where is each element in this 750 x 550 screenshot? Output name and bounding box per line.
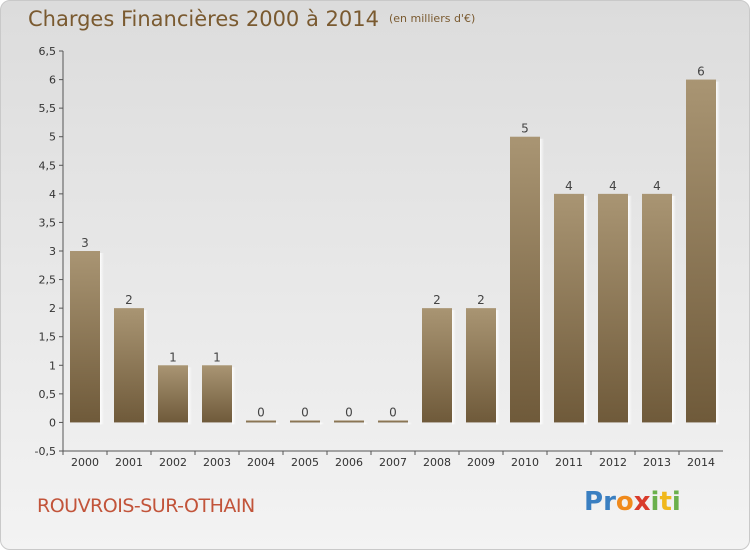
bar-shadow: [628, 195, 632, 425]
logo-letter: t: [659, 487, 672, 517]
y-tick-label: 1,5: [39, 331, 57, 344]
logo-letter: o: [615, 487, 634, 517]
logo-letter: P: [584, 487, 604, 517]
bar-shadow: [408, 422, 412, 425]
bar: [554, 193, 584, 423]
bar: [422, 308, 452, 423]
bar-shadow: [584, 195, 588, 425]
bar-shadow: [232, 367, 236, 425]
x-tick-label: 2002: [159, 456, 187, 469]
bar: [290, 420, 320, 423]
data-label: 4: [609, 179, 617, 193]
x-tick-label: 2000: [71, 456, 99, 469]
x-tick-label: 2003: [203, 456, 231, 469]
commune-name: ROUVROIS-SUR-OTHAIN: [37, 495, 255, 517]
logo-letter: r: [603, 487, 616, 517]
bar-shadow: [364, 422, 368, 425]
chart-bars: [70, 79, 720, 425]
y-tick-label: -0,5: [35, 445, 56, 458]
proxiti-logo[interactable]: Proxiti: [584, 487, 681, 517]
bar: [466, 308, 496, 423]
y-tick-label: 2: [49, 302, 56, 315]
data-label: 4: [653, 179, 661, 193]
data-label: 3: [81, 236, 89, 250]
data-label: 1: [169, 350, 177, 364]
data-label: 1: [213, 350, 221, 364]
data-label: 0: [257, 405, 265, 419]
y-tick-label: 3: [49, 245, 56, 258]
y-tick-label: 6: [49, 74, 56, 87]
x-tick-label: 2008: [423, 456, 451, 469]
x-tick-label: 2011: [555, 456, 583, 469]
data-label: 4: [565, 179, 573, 193]
data-label: 0: [345, 405, 353, 419]
data-label: 2: [433, 293, 441, 307]
bar-shadow: [100, 253, 104, 425]
data-label: 6: [697, 65, 705, 79]
data-label: 0: [389, 405, 397, 419]
bar: [378, 420, 408, 423]
bar: [114, 308, 144, 423]
bar-shadow: [496, 310, 500, 425]
bar-shadow: [320, 422, 324, 425]
bar: [158, 365, 188, 423]
x-tick-label: 2001: [115, 456, 143, 469]
data-label: 0: [301, 405, 309, 419]
y-tick-label: 0: [49, 416, 56, 429]
x-tick-label: 2014: [687, 456, 715, 469]
bar-shadow: [672, 195, 676, 425]
bar-shadow: [144, 310, 148, 425]
bar-shadow: [540, 138, 544, 425]
bar: [642, 193, 672, 423]
logo-letter: i: [650, 487, 660, 517]
chart-subtitle: (en milliers d'€): [388, 12, 476, 25]
y-tick-label: 2,5: [39, 274, 57, 287]
logo-letter: i: [671, 487, 681, 517]
x-tick-label: 2009: [467, 456, 495, 469]
y-tick-label: 5,5: [39, 102, 57, 115]
bar: [686, 79, 716, 423]
logo-letter: x: [633, 487, 651, 517]
chart-title: Charges Financières 2000 à 2014 (en milli…: [28, 7, 475, 31]
bar-shadow: [716, 81, 720, 425]
bar-shadow: [276, 422, 280, 425]
y-tick-label: 4,5: [39, 159, 57, 172]
bar: [598, 193, 628, 423]
bar: [246, 420, 276, 423]
y-tick-label: 6,5: [39, 45, 57, 58]
y-tick-label: 1: [49, 359, 56, 372]
x-tick-label: 2004: [247, 456, 275, 469]
data-label: 5: [521, 122, 529, 136]
x-tick-label: 2007: [379, 456, 407, 469]
x-tick-label: 2006: [335, 456, 363, 469]
bar: [510, 136, 540, 423]
y-tick-label: 5: [49, 131, 56, 144]
x-tick-label: 2005: [291, 456, 319, 469]
x-tick-label: 2010: [511, 456, 539, 469]
bar: [202, 365, 232, 423]
y-tick-label: 3,5: [39, 216, 57, 229]
x-tick-label: 2012: [599, 456, 627, 469]
x-tick-label: 2013: [643, 456, 671, 469]
bar-shadow: [188, 367, 192, 425]
data-label: 2: [125, 293, 133, 307]
chart-data-labels: 3 2 1 1 0 0 0 0 2 2 5 4 4 4 6: [81, 65, 705, 420]
bar: [70, 251, 100, 423]
chart-title-text: Charges Financières 2000 à 2014: [28, 7, 379, 31]
y-tick-label: 4: [49, 188, 56, 201]
y-tick-label: 0,5: [39, 388, 57, 401]
data-label: 2: [477, 293, 485, 307]
bar-shadow: [452, 310, 456, 425]
bar: [334, 420, 364, 423]
